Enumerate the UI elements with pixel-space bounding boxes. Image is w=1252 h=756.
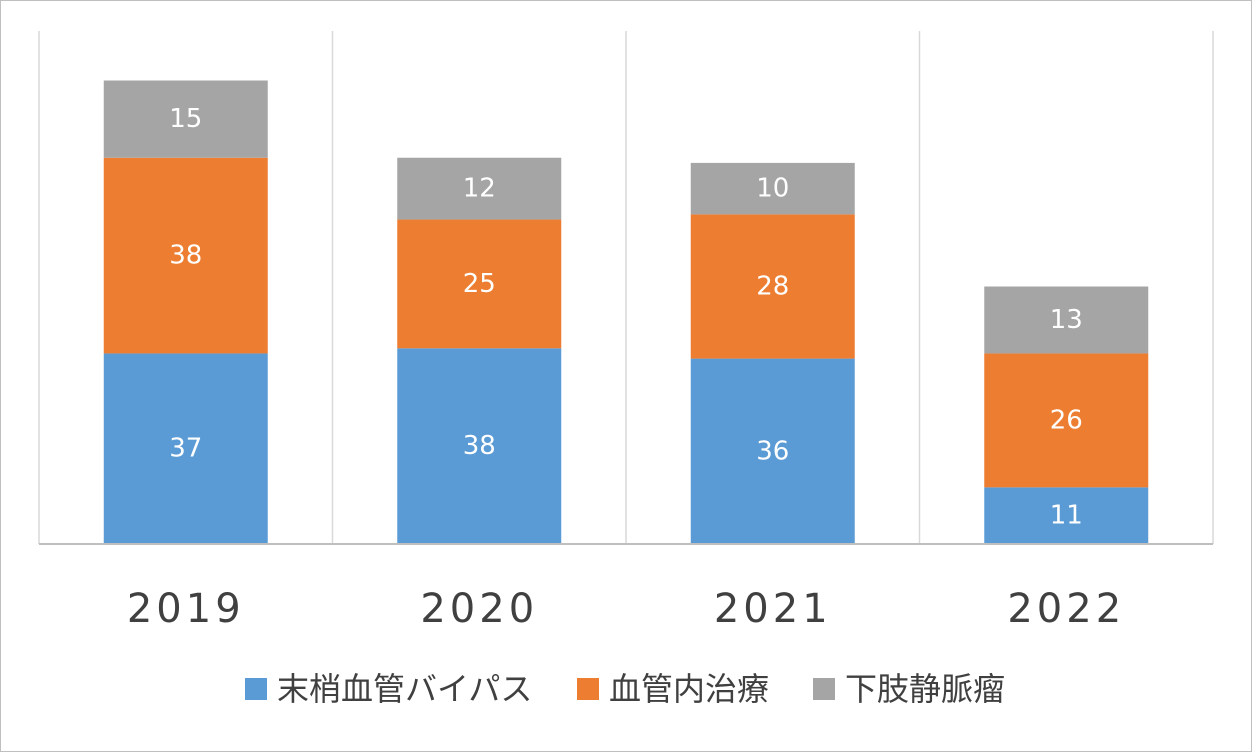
- data-label: 13: [1050, 305, 1083, 335]
- data-label: 26: [1050, 405, 1083, 435]
- data-label: 12: [463, 174, 496, 204]
- x-tick-label: 2021: [714, 586, 832, 632]
- bar-segment-2021-1: [690, 358, 855, 544]
- bar-segment-2020-2: [397, 219, 562, 349]
- data-label: 36: [756, 436, 789, 466]
- bar-segment-2019-1: [103, 353, 268, 544]
- bar-segment-2020-1: [397, 348, 562, 544]
- x-tick-label: 2020: [420, 586, 538, 632]
- data-label: 38: [169, 241, 202, 271]
- bar-segment-2021-2: [690, 214, 855, 359]
- legend-swatch: [577, 678, 599, 700]
- data-label: 10: [756, 174, 789, 204]
- bar-segment-2022-3: [984, 286, 1149, 354]
- bar-segment-2020-3: [397, 157, 562, 220]
- legend-item: 血管内治療: [577, 670, 769, 708]
- bars-group: 37 38 15 38 25 12 36 28 10 11 26 13: [103, 80, 1149, 544]
- data-label: 37: [169, 434, 202, 464]
- legend-swatch: [245, 678, 267, 700]
- bar-segment-2019-3: [103, 80, 268, 158]
- data-label: 15: [169, 104, 202, 134]
- data-label: 38: [463, 431, 496, 461]
- bar-segment-2022-1: [984, 487, 1149, 544]
- x-tick-label: 2022: [1007, 586, 1125, 632]
- legend-swatch: [813, 678, 835, 700]
- bar-segment-2022-2: [984, 353, 1149, 488]
- x-tick-labels: 2019 2020 2021 2022: [127, 586, 1125, 632]
- data-label: 11: [1050, 501, 1083, 531]
- category-gridlines: [38, 31, 1214, 544]
- legend: 末梢血管バイパス 血管内治療 下肢静脈瘤: [245, 670, 1005, 708]
- legend-label: 血管内治療: [609, 670, 769, 708]
- legend-item: 下肢静脈瘤: [813, 670, 1005, 708]
- bar-segment-2019-2: [103, 157, 268, 354]
- legend-label: 末梢血管バイパス: [277, 670, 532, 708]
- x-tick-label: 2019: [127, 586, 245, 632]
- legend-item: 末梢血管バイパス: [245, 670, 532, 708]
- legend-label: 下肢静脈瘤: [845, 670, 1005, 708]
- data-label: 25: [463, 269, 496, 299]
- bar-segment-2021-3: [690, 162, 855, 215]
- data-label: 28: [756, 272, 789, 302]
